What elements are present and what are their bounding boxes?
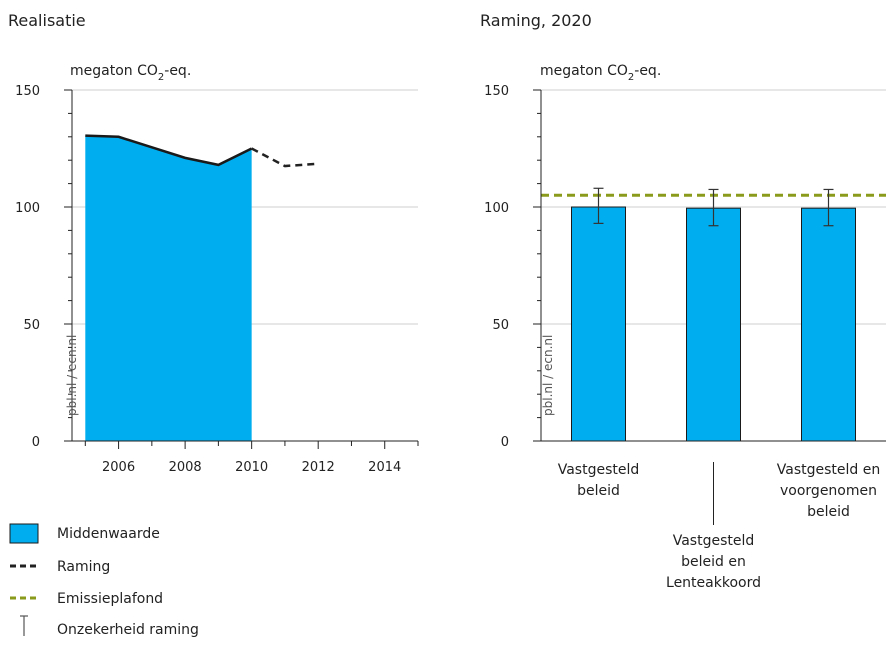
left-y-tick-label: 0 <box>32 435 40 450</box>
left-source-label: pbl.nl / ecn.nl <box>65 335 79 416</box>
raming-line <box>251 147 319 168</box>
error-bar-3 <box>823 188 834 227</box>
legend-label-raming: Raming <box>57 559 110 575</box>
category-label-1: Vastgesteld beleid <box>558 462 640 499</box>
left-y-tick-label: 150 <box>15 84 40 99</box>
legend: Middenwaarde Raming Emissieplafond Onzek… <box>9 523 199 638</box>
left-y-tick-label: 50 <box>23 318 40 333</box>
legend-label-middenwaarde: Middenwaarde <box>57 526 160 542</box>
bar-2 <box>686 207 741 442</box>
left-axes: 0 50 100 150 2006 2008 2010 2012 2014 <box>15 84 419 475</box>
right-axes: 0 50 100 150 Vastgesteld beleid Vastgesteld bel… <box>484 84 886 591</box>
right-y-axis-label: megaton CO2-eq. <box>540 63 661 83</box>
right-panel: Raming, 2020 megaton CO2-eq. 0 50 100 150 Va… <box>480 11 886 591</box>
left-x-tick-label: 2008 <box>169 460 202 475</box>
error-bar-2 <box>708 188 719 227</box>
left-x-tick-label: 2014 <box>368 460 401 475</box>
middenwaarde-area <box>85 135 252 441</box>
bar-1 <box>571 206 626 442</box>
right-y-tick-label: 50 <box>492 318 509 333</box>
right-y-tick-label: 100 <box>484 201 509 216</box>
legend-swatch-middenwaarde <box>9 523 39 544</box>
right-bars-layer <box>541 187 886 442</box>
legend-label-emissieplafond: Emissieplafond <box>57 591 163 607</box>
legend-label-onzekerheid: Onzekerheid raming <box>57 622 199 638</box>
left-x-tick-label: 2010 <box>235 460 268 475</box>
left-panel-title: Realisatie <box>8 11 86 30</box>
category-label-2: Vastgesteld beleid en Lenteakkoord <box>666 533 761 591</box>
error-bar-1 <box>593 187 604 224</box>
left-area-layer <box>85 134 319 441</box>
category-label-3: Vastgesteld en voorgenomen beleid <box>777 462 880 520</box>
right-y-tick-label: 150 <box>484 84 509 99</box>
left-x-tick-label: 2012 <box>302 460 335 475</box>
right-y-tick-label: 0 <box>501 435 509 450</box>
legend-errorbar-icon <box>20 615 28 636</box>
left-y-tick-label: 100 <box>15 201 40 216</box>
right-source-label: pbl.nl / ecn.nl <box>541 335 555 416</box>
left-y-axis-label: megaton CO2-eq. <box>70 63 191 83</box>
bar-3 <box>801 207 856 442</box>
left-x-tick-label: 2006 <box>102 460 135 475</box>
left-panel: Realisatie megaton CO2-eq. 0 50 100 150 2006… <box>8 11 419 475</box>
right-panel-title: Raming, 2020 <box>480 11 592 30</box>
middenwaarde-line <box>85 134 253 167</box>
